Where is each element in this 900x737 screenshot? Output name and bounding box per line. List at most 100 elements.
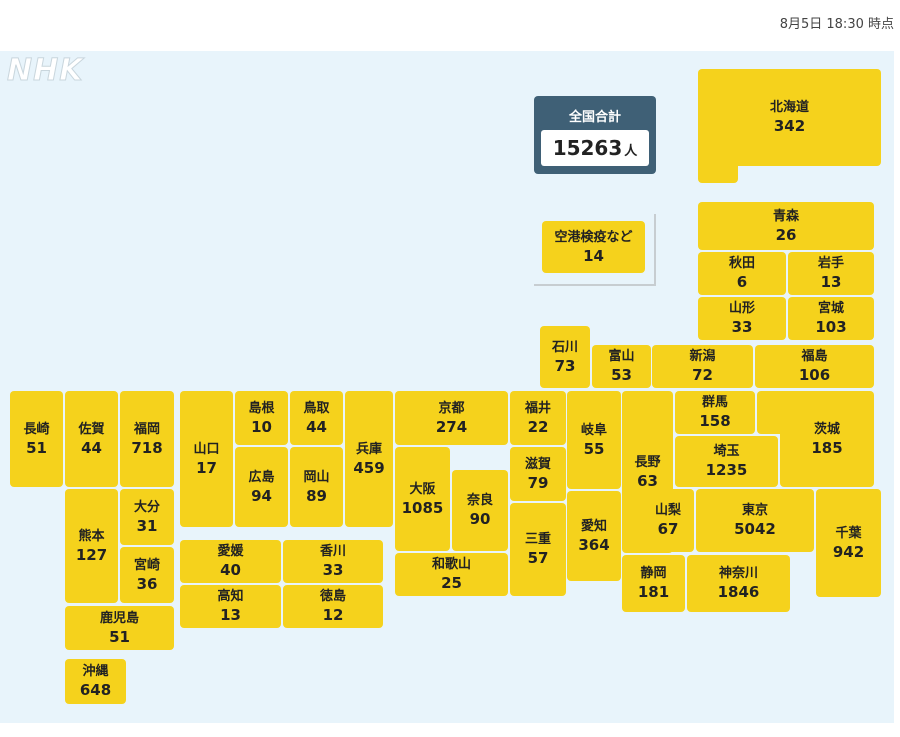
pref-aichi[interactable]: 愛知 364 — [567, 491, 621, 581]
pref-shiga[interactable]: 滋賀 79 — [510, 447, 566, 501]
pref-name: 北海道 — [769, 100, 809, 115]
pref-shimane[interactable]: 島根 10 — [235, 391, 288, 445]
pref-name: 秋田 — [728, 256, 755, 271]
pref-okayama[interactable]: 岡山 89 — [290, 447, 343, 527]
pref-hiroshima[interactable]: 広島 94 — [235, 447, 288, 527]
pref-name: 福島 — [801, 349, 828, 364]
pref-chiba[interactable]: 千葉 942 — [816, 489, 881, 597]
pref-niigata[interactable]: 新潟 72 — [652, 345, 753, 388]
pref-miyazaki[interactable]: 宮崎 36 — [120, 547, 174, 603]
pref-name: 鹿児島 — [99, 610, 139, 626]
pref-name: 大阪 — [409, 481, 436, 497]
pref-yamaguchi[interactable]: 山口 17 — [180, 391, 233, 527]
pref-count: 342 — [773, 117, 806, 135]
pref-count: 89 — [306, 486, 327, 505]
pref-nara[interactable]: 奈良 90 — [452, 470, 508, 551]
pref-name: 静岡 — [640, 566, 667, 581]
pref-kumamoto[interactable]: 熊本 127 — [65, 489, 118, 603]
pref-gifu[interactable]: 岐阜 55 — [567, 391, 621, 489]
pref-name: 埼玉 — [713, 444, 740, 459]
pref-mie[interactable]: 三重 57 — [510, 503, 566, 596]
pref-name: 兵庫 — [355, 441, 382, 457]
pref-count: 127 — [75, 545, 108, 564]
pref-fukushima[interactable]: 福島 106 — [755, 345, 874, 388]
airport-quarantine-name: 空港検疫など — [554, 229, 633, 245]
pref-count: 73 — [554, 356, 576, 375]
pref-name: 滋賀 — [524, 456, 551, 472]
pref-yamagata[interactable]: 山形 33 — [698, 297, 786, 340]
pref-tottori[interactable]: 鳥取 44 — [290, 391, 343, 445]
pref-kyoto[interactable]: 京都 274 — [395, 391, 508, 445]
pref-toyama[interactable]: 富山 53 — [592, 345, 651, 388]
pref-name: 佐賀 — [78, 421, 105, 437]
pref-hyogo[interactable]: 兵庫 459 — [345, 391, 393, 527]
pref-name: 熊本 — [78, 528, 105, 544]
pref-name: 長崎 — [23, 421, 50, 437]
pref-count: 33 — [322, 561, 344, 579]
pref-aomori[interactable]: 青森 26 — [698, 202, 874, 250]
airport-quarantine[interactable]: 空港検疫など 14 — [542, 221, 645, 273]
pref-name: 石川 — [551, 339, 578, 355]
pref-kagoshima[interactable]: 鹿児島 51 — [65, 606, 174, 650]
pref-count: 90 — [469, 510, 491, 528]
pref-name: 神奈川 — [718, 566, 758, 581]
pref-fukui[interactable]: 福井 22 — [510, 391, 566, 445]
pref-count: 44 — [306, 417, 327, 436]
pref-gunma[interactable]: 群馬 158 — [675, 391, 755, 434]
pref-count: 185 — [811, 438, 843, 457]
pref-count: 6 — [736, 273, 748, 291]
pref-ishikawa[interactable]: 石川 73 — [540, 326, 590, 388]
pref-count: 274 — [435, 417, 468, 436]
pref-name: 三重 — [524, 532, 551, 547]
pref-ibaraki[interactable]: 茨城 185 — [780, 391, 874, 487]
pref-count: 17 — [196, 458, 217, 477]
pref-kochi[interactable]: 高知 13 — [180, 585, 281, 628]
pref-yamanashi[interactable]: 山梨 67 — [642, 489, 694, 552]
pref-oita[interactable]: 大分 31 — [120, 489, 174, 545]
pref-name: 鳥取 — [303, 400, 330, 416]
pref-count: 1846 — [717, 583, 760, 601]
pref-count: 718 — [131, 438, 163, 457]
pref-count: 63 — [637, 471, 658, 490]
pref-fukuoka[interactable]: 福岡 718 — [120, 391, 174, 487]
pref-count: 51 — [26, 438, 47, 457]
pref-count: 55 — [583, 439, 605, 458]
pref-count: 158 — [699, 412, 731, 430]
pref-count: 94 — [251, 486, 272, 505]
pref-name: 長野 — [634, 454, 661, 470]
pref-count: 459 — [353, 458, 385, 477]
pref-saitama[interactable]: 埼玉 1235 — [675, 436, 778, 487]
pref-wakayama[interactable]: 和歌山 25 — [395, 553, 508, 596]
pref-name: 和歌山 — [431, 557, 471, 572]
pref-saga[interactable]: 佐賀 44 — [65, 391, 118, 487]
pref-name: 群馬 — [701, 395, 728, 410]
pref-count: 1085 — [401, 498, 444, 517]
pref-count: 106 — [798, 366, 831, 384]
airport-quarantine-count: 14 — [583, 246, 604, 265]
airport-bracket — [534, 214, 656, 286]
pref-okinawa[interactable]: 沖縄 648 — [65, 659, 126, 704]
national-total-box: 全国合計 15263 人 — [534, 96, 656, 174]
pref-ehime[interactable]: 愛媛 40 — [180, 540, 281, 583]
pref-name: 奈良 — [466, 493, 493, 508]
pref-count: 648 — [79, 681, 112, 699]
pref-shizuoka[interactable]: 静岡 181 — [622, 555, 685, 612]
pref-count: 5042 — [734, 520, 776, 538]
pref-akita[interactable]: 秋田 6 — [698, 252, 786, 295]
pref-miyagi[interactable]: 宮城 103 — [788, 297, 874, 340]
pref-tokyo[interactable]: 東京 5042 — [696, 489, 814, 552]
pref-osaka[interactable]: 大阪 1085 — [395, 447, 450, 551]
pref-count: 33 — [731, 318, 753, 336]
pref-iwate[interactable]: 岩手 13 — [788, 252, 874, 295]
pref-count: 67 — [657, 520, 679, 538]
pref-nagasaki[interactable]: 長崎 51 — [10, 391, 63, 487]
pref-kanagawa[interactable]: 神奈川 1846 — [687, 555, 790, 612]
pref-count: 36 — [136, 574, 158, 593]
pref-name: 岐阜 — [580, 422, 607, 438]
pref-tokushima[interactable]: 徳島 12 — [283, 585, 383, 628]
national-total-value: 15263 — [552, 136, 623, 160]
pref-count: 10 — [251, 417, 272, 436]
pref-hokkaido[interactable]: 北海道 342 — [698, 69, 881, 166]
pref-kagawa[interactable]: 香川 33 — [283, 540, 383, 583]
pref-name: 徳島 — [319, 589, 346, 604]
